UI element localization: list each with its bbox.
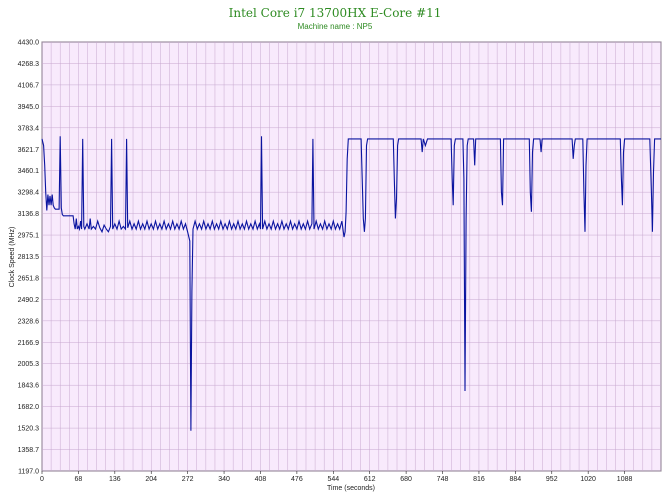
y-tick-label: 3460.1 [18,168,40,175]
x-tick-label: 884 [510,476,522,483]
y-tick-label: 3136.8 [18,211,40,218]
x-tick-label: 952 [546,476,558,483]
y-tick-label: 1682.0 [18,404,40,411]
x-tick-label: 612 [364,476,376,483]
x-tick-label: 136 [109,476,121,483]
y-tick-label: 1197.0 [18,469,39,476]
x-tick-label: 408 [255,476,267,483]
y-tick-label: 1843.6 [18,383,40,390]
x-tick-label: 340 [218,476,230,483]
chart-subtitle: Machine name : NP5 [297,22,373,31]
x-tick-label: 476 [291,476,303,483]
y-tick-label: 1358.7 [18,447,40,454]
y-tick-label: 4106.7 [18,82,40,89]
x-tick-label: 0 [40,476,44,483]
x-tick-label: 68 [75,476,83,483]
x-tick-label: 1088 [617,476,633,483]
y-tick-label: 4430.0 [18,40,40,47]
y-tick-label: 2490.2 [18,297,40,304]
grid-lines [41,41,662,472]
x-tick-label: 204 [145,476,157,483]
x-axis-label: Time (seconds) [327,485,375,492]
x-axis-ticks: 0 68 136 204 272 340 408 476 544 612 680 748 816 884 9… [40,471,632,483]
y-tick-label: 2651.8 [18,275,40,282]
chart-title: Intel Core i7 13700HX E-Core #11 [228,6,442,20]
y-tick-label: 4268.3 [18,61,40,68]
y-tick-label: 2166.9 [18,340,40,347]
x-tick-label: 816 [473,476,485,483]
x-tick-label: 544 [327,476,339,483]
x-tick-label: 680 [400,476,412,483]
y-tick-label: 3298.4 [18,190,40,197]
x-tick-label: 272 [182,476,194,483]
y-axis-label: Clock Speed (MHz) [9,227,16,288]
y-tick-label: 3621.7 [18,147,40,154]
x-tick-label: 1020 [580,476,596,483]
y-tick-label: 3945.0 [18,104,40,111]
y-tick-label: 3783.4 [18,125,40,132]
y-axis-ticks: 1197.0 1358.7 1520.3 1682.0 1843.6 2005.3 2166… [18,40,40,476]
series-line [41,136,661,431]
y-tick-label: 2328.6 [18,318,40,325]
y-tick-label: 2975.1 [18,233,40,240]
y-tick-label: 2813.5 [18,254,40,261]
x-tick-label: 748 [437,476,449,483]
y-tick-label: 1520.3 [18,426,40,433]
y-tick-label: 2005.3 [18,361,40,368]
